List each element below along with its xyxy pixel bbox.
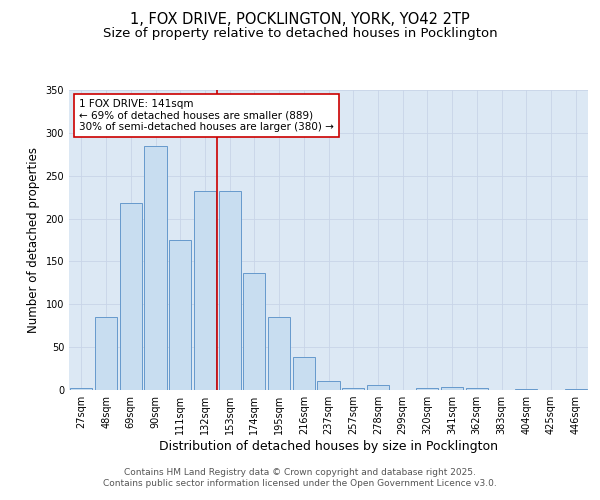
Bar (466, 388, 488, 390)
Bar (441, 388, 463, 390)
Bar (268, 317, 290, 390)
Text: 1 FOX DRIVE: 141sqm
← 69% of detached houses are smaller (889)
30% of semi-detac: 1 FOX DRIVE: 141sqm ← 69% of detached ho… (79, 99, 334, 132)
Text: Size of property relative to detached houses in Pocklington: Size of property relative to detached ho… (103, 27, 497, 40)
Bar (317, 382, 340, 390)
Bar (293, 358, 315, 390)
Bar (515, 389, 538, 390)
Bar (70, 388, 92, 390)
Bar (367, 385, 389, 390)
Text: 1, FOX DRIVE, POCKLINGTON, YORK, YO42 2TP: 1, FOX DRIVE, POCKLINGTON, YORK, YO42 2T… (130, 12, 470, 28)
Bar (119, 203, 142, 390)
Bar (565, 389, 587, 390)
X-axis label: Distribution of detached houses by size in Pocklington: Distribution of detached houses by size … (159, 440, 498, 453)
Bar (218, 191, 241, 390)
Text: Contains HM Land Registry data © Crown copyright and database right 2025.
Contai: Contains HM Land Registry data © Crown c… (103, 468, 497, 487)
Bar (169, 240, 191, 390)
Y-axis label: Number of detached properties: Number of detached properties (27, 147, 40, 333)
Bar (95, 317, 117, 390)
Bar (243, 272, 265, 390)
Bar (416, 388, 439, 390)
Bar (342, 388, 364, 390)
Bar (194, 191, 216, 390)
Bar (145, 146, 167, 390)
